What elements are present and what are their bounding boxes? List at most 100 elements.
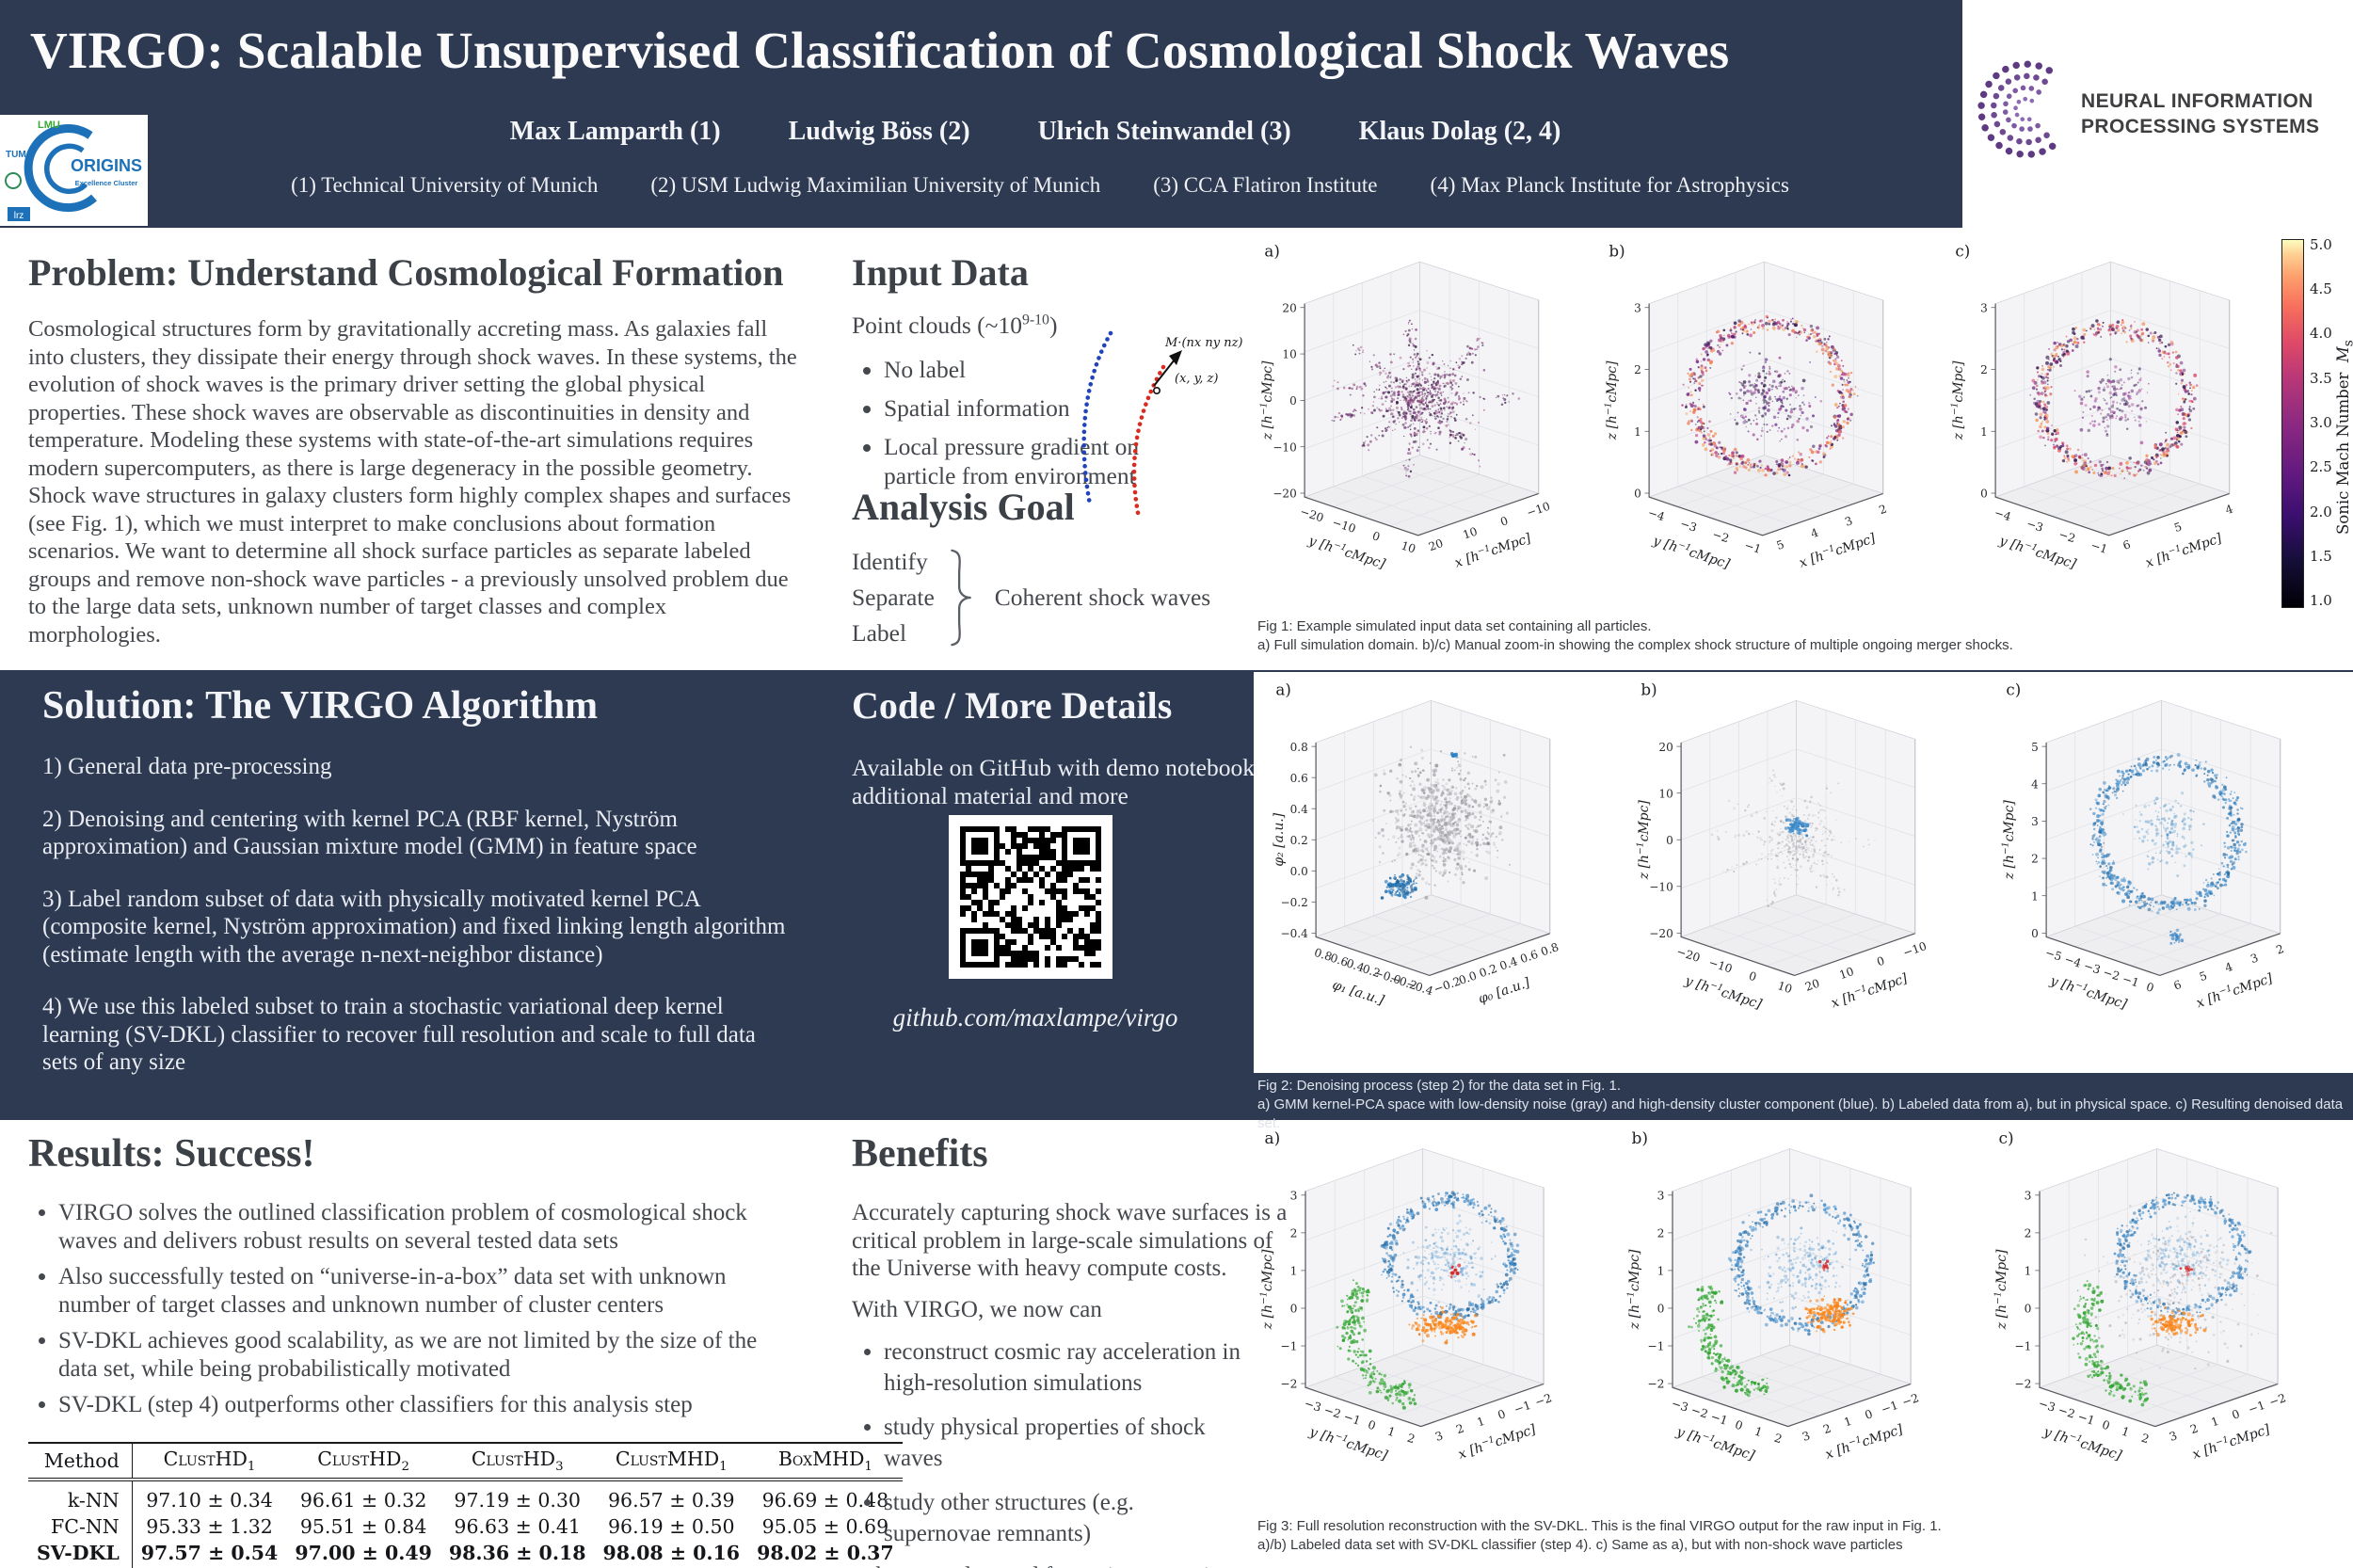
- svg-text:−0.2: −0.2: [1280, 896, 1307, 909]
- fig1-caption-line2: a) Full simulation domain. b)/c) Manual …: [1257, 637, 2013, 653]
- author-4: Klaus Dolag (2, 4): [1358, 117, 1561, 146]
- point-clouds-exp: 9-10: [1021, 312, 1049, 328]
- fig3-panel-a: 3 2 1 0 −1 −2 −3 −2 −1 0 1 2 3 2 1 0 −1 −2 z [h−1cMpc] y [h…: [1257, 1128, 1577, 1508]
- curly-brace-icon: [951, 549, 971, 647]
- col-clusthd3: ClustHD3: [440, 1441, 595, 1481]
- analysis-goal-heading: Analysis Goal: [852, 486, 1075, 528]
- fig1-colorbar-label: Sonic Mach Number Ms: [2334, 340, 2353, 535]
- svg-text:a): a): [1275, 680, 1290, 699]
- svg-text:20: 20: [1658, 741, 1673, 754]
- origins-wordmark: ORIGINS: [71, 156, 142, 175]
- svg-text:−1: −1: [1743, 538, 1763, 556]
- normal-vector-arrow-icon: [1169, 350, 1182, 365]
- svg-text:2: 2: [1634, 363, 1641, 376]
- lmu-mark: LMU: [38, 120, 60, 131]
- svg-text:0: 0: [1747, 969, 1758, 984]
- svg-text:20: 20: [1427, 536, 1445, 553]
- code-section: Code / More Details Available on GitHub …: [852, 683, 1271, 810]
- origins-emblem-icon: [5, 172, 22, 189]
- normal-vector-label: M·(nx ny nz): [1164, 336, 1243, 350]
- svg-text:0: 0: [1370, 529, 1382, 544]
- problem-body: Cosmological structures form by gravitat…: [28, 316, 797, 648]
- input-data-list: No label Spatial information Local press…: [852, 355, 1275, 490]
- svg-text:0.6: 0.6: [1290, 772, 1308, 785]
- neurips-wordmark: NEURAL INFORMATION PROCESSING SYSTEMS: [2081, 88, 2319, 140]
- svg-text:0.6: 0.6: [1518, 948, 1540, 967]
- fig1-caption-line1: Fig 1: Example simulated input data set …: [1257, 618, 1652, 634]
- solution-step-1: 1) General data pre-processing: [42, 754, 332, 779]
- list-item: Also successfully tested on “universe-in…: [58, 1263, 802, 1319]
- col-boxmhd1: BoxMHD1: [748, 1441, 903, 1481]
- svg-text:2: 2: [1878, 503, 1889, 518]
- results-list: VIRGO solves the outlined classification…: [28, 1199, 819, 1419]
- neurips-line1: NEURAL INFORMATION: [2081, 89, 2313, 112]
- svg-text:10: 10: [1658, 787, 1673, 800]
- fig2-panel-c: 5 4 3 2 1 0 −5 −4 −3 −2 −1 0 6 5 4 3 2 z [h−1cMpc] y [h−1c…: [1999, 680, 2313, 1056]
- affiliation-2: (2) USM Ludwig Maximilian University of …: [650, 173, 1101, 197]
- header-band: [0, 0, 2353, 228]
- goal-item-identify: Identify: [852, 548, 928, 575]
- affiliation-4: (4) Max Planck Institute for Astrophysic…: [1430, 173, 1789, 197]
- svg-text:6: 6: [2121, 537, 2133, 552]
- svg-text:0: 0: [1666, 834, 1673, 847]
- fig3-panel-c: 3 2 1 0 −1 −2 −3 −2 −1 0 1 2 3 2 1 0 −1 −2 z [h−1cMpc] y [h…: [1992, 1128, 2312, 1508]
- list-item: SV-DKL (step 4) outperforms other classi…: [58, 1391, 802, 1419]
- author-1: Max Lamparth (1): [509, 117, 721, 146]
- fig1-panel-c: 3 2 1 0 −4 −3 −2 −1 6 5 4 z [h−1cMpc] y [h−1cMpc] x […: [1948, 241, 2263, 616]
- solution-step-3: 3) Label random subset of data with phys…: [42, 886, 786, 968]
- fig3-panel-b: 3 2 1 0 −1 −2 −3 −2 −1 0 1 2 3 2 1 0 −1 −2 z [h−1cMpc] y [h…: [1625, 1128, 1945, 1508]
- fig3-caption-line2: a)/b) Labeled data set with SV-DKL class…: [1257, 1537, 1903, 1553]
- svg-text:−10: −10: [1901, 939, 1929, 960]
- point-cloud-sketch: M·(nx ny nz) (x, y, z): [1052, 318, 1252, 533]
- svg-text:z [h−1cMpc]: z [h−1cMpc]: [1258, 360, 1275, 440]
- svg-text:b): b): [1609, 243, 1625, 261]
- neurips-line2: PROCESSING SYSTEMS: [2081, 116, 2320, 137]
- list-item: Spatial information: [884, 393, 1147, 423]
- svg-text:0.4: 0.4: [1345, 956, 1367, 974]
- col-clusthd2: ClustHD2: [286, 1441, 440, 1481]
- point-clouds-post: ): [1048, 312, 1058, 339]
- solution-step-4: 4) We use this labeled subset to train a…: [42, 994, 756, 1075]
- svg-text:3: 3: [1980, 301, 1988, 314]
- origins-logo: LMU TUM lrz ORIGINS Excellence Cluster: [0, 115, 148, 226]
- svg-text:z [h−1cMpc]: z [h−1cMpc]: [1603, 360, 1620, 440]
- svg-text:x [h−1cMpc]: x [h−1cMpc]: [1797, 529, 1878, 570]
- svg-text:1: 1: [1980, 425, 1988, 439]
- goal-items: Identify Separate Label: [852, 544, 935, 651]
- svg-text:z [h−1cMpc]: z [h−1cMpc]: [1635, 800, 1652, 881]
- point-clouds-pre: Point clouds (~10: [852, 312, 1022, 339]
- fig3-caption: Fig 3: Full resolution reconstruction wi…: [1257, 1517, 2349, 1555]
- goal-result-label: Coherent shock waves: [994, 584, 1211, 611]
- affiliations-row: (1) Technical University of Munich (2) U…: [151, 173, 1929, 198]
- svg-text:−0.4: −0.4: [1280, 927, 1308, 940]
- fig2-panel-b: 20 10 0 −10 −20 −20 −10 0 10 20 10 0 −10 z [h−1cMpc] y…: [1634, 680, 1948, 1056]
- list-item: reconstruct cosmic ray acceleration in h…: [884, 1336, 1241, 1399]
- list-item: VIRGO solves the outlined classification…: [58, 1199, 802, 1255]
- fig1-colorbar-ticks: 5.0 4.5 4.0 3.5 3.0 2.5 2.0 1.5 1.0: [2310, 235, 2332, 610]
- fig1-panel-b: 3 2 1 0 −4 −3 −2 −1 5 4 3 2 z [h−1cMpc] y [h−1cMpc] x …: [1602, 241, 1916, 616]
- fig2-panel-a: 0.8 0.6 0.4 0.2 0.0 −0.2 −0.4 0.8 0.6 0.4 0.2 −0.0−…: [1269, 680, 1583, 1056]
- results-heading: Results: Success!: [28, 1132, 315, 1176]
- list-item: SV-DKL achieves good scalability, as we …: [58, 1327, 802, 1383]
- tum-mark: TUM: [6, 150, 26, 160]
- svg-text:φ₂ [a.u.]: φ₂ [a.u.]: [1272, 812, 1287, 866]
- problem-section: Problem: Understand Cosmological Formati…: [28, 250, 802, 648]
- benefits-heading: Benefits: [852, 1132, 988, 1176]
- col-method: Method: [28, 1441, 133, 1481]
- svg-text:0: 0: [1980, 488, 1988, 501]
- svg-text:0: 0: [1289, 394, 1297, 408]
- benefits-lead-in: With VIRGO, we now can: [852, 1296, 1102, 1322]
- svg-text:z [h−1cMpc]: z [h−1cMpc]: [1949, 360, 1966, 440]
- neurips-swirl-icon: [1977, 60, 2057, 158]
- table-row: SV-DKL 97.57 ± 0.54 97.00 ± 0.49 98.36 ±…: [28, 1539, 903, 1568]
- svg-text:−4: −4: [1993, 506, 2013, 524]
- benefits-list: reconstruct cosmic ray acceleration in h…: [852, 1336, 1289, 1549]
- svg-text:c): c): [1955, 243, 1970, 261]
- svg-text:0.2: 0.2: [1361, 962, 1383, 980]
- svg-text:10: 10: [1282, 348, 1296, 361]
- svg-text:3: 3: [1843, 514, 1854, 529]
- analysis-goal-section: Analysis Goal Identify Separate Label Co…: [852, 485, 1294, 651]
- fig1-panel-a: 20 10 0 −10 −20 −20 −10 0 10 20 10 0 −10 z [h−1cMpc] y…: [1257, 241, 1572, 616]
- author-3: Ulrich Steinwandel (3): [1037, 117, 1291, 146]
